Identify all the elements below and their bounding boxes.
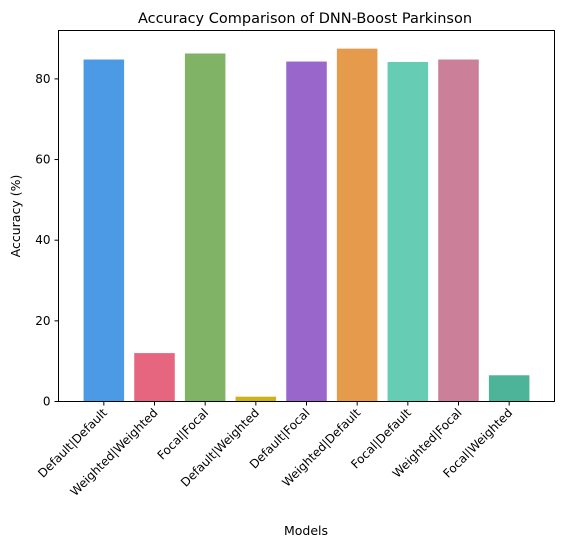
bar <box>286 61 327 402</box>
bar <box>235 396 277 402</box>
y-axis-label: Accuracy (%) <box>8 175 23 258</box>
bar <box>336 48 378 402</box>
plot-frame <box>58 30 555 402</box>
bar <box>488 375 530 402</box>
y-tick-label: 80 <box>35 72 50 86</box>
chart-title: Accuracy Comparison of DNN-Boost Parkins… <box>138 11 472 27</box>
x-axis-label: Models <box>284 523 328 538</box>
x-tick-label: Weighted|Weighted <box>68 406 161 499</box>
bar <box>438 59 479 402</box>
y-tick-label: 20 <box>35 314 50 328</box>
y-tick-label: 0 <box>43 395 51 409</box>
x-axis-ticks: Default|DefaultWeighted|WeightedFocal|Fo… <box>35 401 515 499</box>
bars-group <box>83 48 530 402</box>
y-axis-ticks: 0 20 40 60 80 <box>35 72 59 409</box>
bar <box>134 353 175 402</box>
bar <box>83 59 125 402</box>
y-tick-label: 40 <box>35 233 50 247</box>
y-tick-label: 60 <box>35 153 50 167</box>
bar <box>387 61 429 402</box>
bar <box>184 53 226 402</box>
